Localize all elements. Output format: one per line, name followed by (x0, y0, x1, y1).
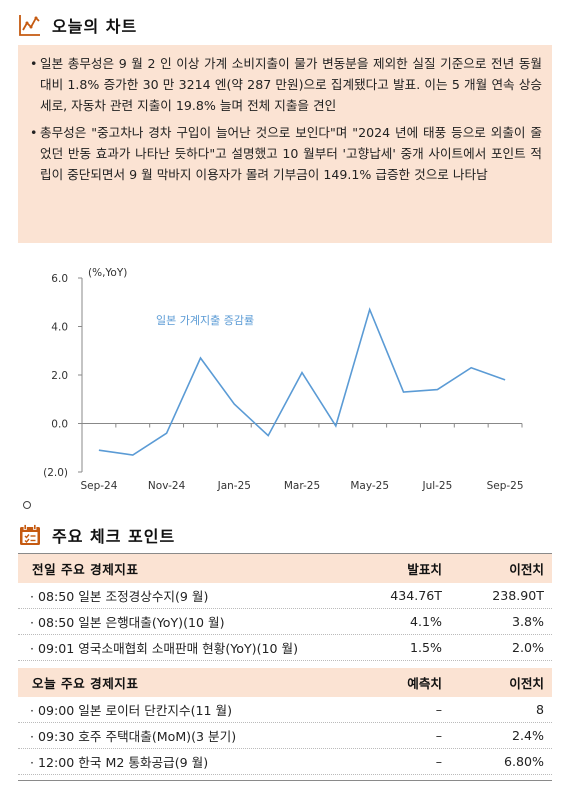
table-row: · 08:50 일본 은행대출(YoY)(10 월) 4.1% 3.8% (18, 609, 552, 635)
calendar-check-icon (18, 523, 42, 547)
table-row: · 12:00 한국 M2 통화공급(9 월) – 6.80% (18, 749, 552, 775)
table-row: · 09:01 영국소매협회 소매판매 현황(YoY)(10 월) 1.5% 2… (18, 635, 552, 661)
table-row: · 09:00 일본 로이터 단칸지수(11 월) – 8 (18, 697, 552, 723)
section-header-checkpoints: 주요 체크 포인트 (18, 522, 175, 548)
x-tick-label: Jan-25 (217, 480, 251, 492)
row-name-text: 08:50 일본 조정경상수지(9 월) (38, 589, 209, 604)
header-name: 전일 주요 경제지표 (32, 562, 139, 577)
y-tick-label: 2.0 (51, 370, 68, 382)
row-actual: 434.76T (390, 588, 442, 603)
row-name: · 09:30 호주 주택대출(MoM)(3 분기) (30, 729, 237, 744)
unit-label: (%,YoY) (88, 267, 127, 279)
row-name-text: 09:00 일본 로이터 단칸지수(11 월) (38, 703, 233, 718)
row-name: · 09:01 영국소매협회 소매판매 현황(YoY)(10 월) (30, 641, 299, 656)
row-actual: 4.1% (410, 614, 442, 629)
y-tick-label: (2.0) (43, 467, 68, 479)
series-line (98, 307, 506, 456)
x-tick-label: Mar-25 (284, 480, 320, 492)
row-name-text: 08:50 일본 은행대출(YoY)(10 월) (38, 615, 225, 630)
row-forecast: – (435, 728, 442, 743)
row-previous: 2.0% (512, 640, 544, 655)
row-previous: 2.4% (512, 728, 544, 743)
header-name: 오늘 주요 경제지표 (32, 676, 139, 691)
x-tick-label: Sep-25 (487, 480, 524, 492)
x-tick-label: Nov-24 (148, 480, 186, 492)
y-tick-label: 6.0 (51, 273, 68, 285)
row-previous: 8 (535, 702, 544, 717)
series-label: 일본 가계지출 증감률 (156, 313, 254, 327)
row-previous: 3.8% (512, 614, 544, 629)
header-forecast: 예측치 (407, 676, 442, 691)
table-row: · 09:30 호주 주택대출(MoM)(3 분기) – 2.4% (18, 723, 552, 749)
x-axis: Sep-24 Nov-24 Jan-25 Mar-25 May-25 Jul-25 Sep-… (80, 423, 524, 492)
table-header: 오늘 주요 경제지표 예측치 이전치 (18, 668, 552, 697)
bullet-dot: • (30, 56, 38, 71)
table-row: · 08:50 일본 조정경상수지(9 월) 434.76T 238.90T (18, 583, 552, 609)
today-indicators-table: 오늘 주요 경제지표 예측치 이전치 · 09:00 일본 로이터 단칸지수(1… (18, 668, 552, 775)
summary-box: • 일본 총무성은 9 월 2 인 이상 가계 소비지출이 물가 변동분을 제외한… (18, 45, 552, 243)
line-chart: 6.0 4.0 2.0 0.0 (2.0) Sep-24 Nov-24 Jan-25 Mar-… (30, 258, 552, 498)
bullet-text: 총무성은 "중고차나 경차 구입이 늘어난 것으로 보인다"며 "2024 년에… (40, 125, 542, 182)
row-name: · 08:50 일본 은행대출(YoY)(10 월) (30, 615, 225, 630)
row-name: · 09:00 일본 로이터 단칸지수(11 월) (30, 703, 233, 718)
prev-indicators-table: 전일 주요 경제지표 발표치 이전치 · 08:50 일본 조정경상수지(9 월… (18, 554, 552, 661)
table-bottom-rule (18, 780, 552, 781)
row-forecast: – (435, 754, 442, 769)
section-title: 오늘의 차트 (52, 17, 138, 36)
row-name-text: 09:30 호주 주택대출(MoM)(3 분기) (38, 729, 237, 744)
y-tick-label: 4.0 (51, 322, 68, 334)
section-title: 주요 체크 포인트 (52, 527, 176, 546)
table-top-rule (18, 553, 552, 554)
row-previous: 238.90T (492, 588, 544, 603)
header-previous: 이전치 (509, 676, 544, 691)
summary-bullet: • 총무성은 "중고차나 경차 구입이 늘어난 것으로 보인다"며 "2024 년… (30, 122, 542, 185)
row-name-text: 12:00 한국 M2 통화공급(9 월) (38, 755, 209, 770)
bullet-text: 일본 총무성은 9 월 2 인 이상 가계 소비지출이 물가 변동분을 제외한 … (40, 56, 542, 113)
row-name: · 12:00 한국 M2 통화공급(9 월) (30, 755, 209, 770)
y-tick-label: 0.0 (51, 419, 68, 431)
x-tick-label: May-25 (350, 480, 389, 492)
header-actual: 발표치 (407, 562, 442, 577)
row-name: · 08:50 일본 조정경상수지(9 월) (30, 589, 209, 604)
chart-line-icon (18, 13, 42, 37)
x-tick-label: Sep-24 (80, 480, 117, 492)
row-name-text: 09:01 영국소매협회 소매판매 현황(YoY)(10 월) (38, 641, 299, 656)
row-forecast: – (435, 702, 442, 717)
row-actual: 1.5% (410, 640, 442, 655)
table-header: 전일 주요 경제지표 발표치 이전치 (18, 554, 552, 583)
header-previous: 이전치 (509, 562, 544, 577)
chart-svg: 6.0 4.0 2.0 0.0 (2.0) Sep-24 Nov-24 Jan-25 Mar-… (43, 267, 524, 492)
circle-marker (23, 501, 31, 509)
bullet-dot: • (30, 125, 38, 140)
y-axis: 6.0 4.0 2.0 0.0 (2.0) (43, 273, 83, 479)
x-tick-label: Jul-25 (421, 480, 452, 492)
section-header-todays-chart: 오늘의 차트 (18, 12, 137, 38)
row-previous: 6.80% (503, 754, 544, 769)
summary-bullet: • 일본 총무성은 9 월 2 인 이상 가계 소비지출이 물가 변동분을 제외한… (30, 53, 542, 116)
